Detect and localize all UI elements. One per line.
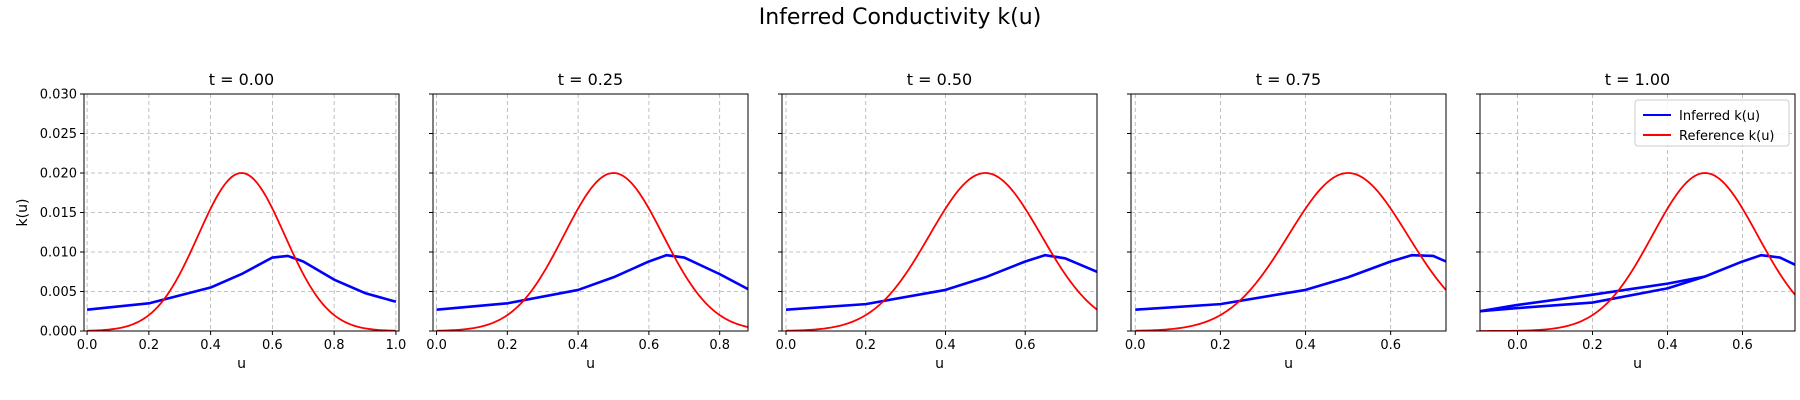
- x-tick-label: 0.6: [1732, 338, 1753, 353]
- x-tick-label: 0.6: [639, 338, 660, 353]
- legend: Inferred k(u) Reference k(u): [1634, 99, 1790, 147]
- figure-title: Inferred Conductivity k(u): [759, 5, 1042, 30]
- x-tick-label: 0.6: [1015, 338, 1036, 353]
- axes-frame: [781, 93, 1098, 332]
- x-tick-label: 0.0: [77, 338, 98, 353]
- panel-2: 0.0 0.2 0.4 0.6 t = 0.50 u: [776, 70, 1098, 372]
- y-tick-label: 0.000: [40, 325, 77, 340]
- x-tick-label: 0.4: [1295, 338, 1316, 353]
- inferred-series-line: [785, 253, 1097, 311]
- panel-0: 0.000 0.005 0.010 0.015 0.020 0.025 0.030 0.0 0.…: [15, 70, 406, 372]
- panel-4: 0.0 0.2 0.4 0.6 t = 1.00 u Inferred k(u) Refere…: [1476, 70, 1796, 372]
- x-axis-label: u: [1633, 356, 1642, 372]
- x-tick-label: 0.2: [1210, 338, 1231, 353]
- panel-title: t = 1.00: [1605, 70, 1670, 89]
- panel-title: t = 0.00: [209, 70, 274, 89]
- axes-frame: [83, 93, 400, 332]
- inferred-series-line: [1480, 275, 1706, 313]
- panel-title: t = 0.75: [1256, 70, 1321, 89]
- x-axis-label: u: [935, 356, 944, 372]
- x-tick-label: 1.0: [386, 338, 407, 353]
- legend-inferred-label: Inferred k(u): [1679, 109, 1760, 124]
- panel-1: 0.0 0.2 0.4 0.6 0.8 t = 0.25 u: [426, 70, 749, 372]
- y-tick-label: 0.015: [40, 206, 77, 221]
- x-tick-label: 0.8: [324, 338, 345, 353]
- inferred-series-line: [86, 254, 397, 311]
- x-tick-label: 0.2: [497, 338, 518, 353]
- x-tick-label: 0.2: [1582, 338, 1603, 353]
- x-axis-label: u: [237, 356, 246, 372]
- y-tick-label: 0.025: [40, 127, 77, 142]
- reference-series-line: [785, 172, 1097, 331]
- inferred-series-line: [436, 253, 748, 311]
- panel-3: 0.0 0.2 0.4 0.6 t = 0.75 u: [1125, 70, 1447, 372]
- x-tick-label: 0.4: [200, 338, 221, 353]
- x-tick-label: 0.0: [1507, 338, 1528, 353]
- plot-area: [1135, 172, 1446, 331]
- x-tick-label: 0.0: [426, 338, 447, 353]
- x-tick-label: 0.0: [1125, 338, 1146, 353]
- plot-area: [86, 172, 397, 331]
- y-tick-label: 0.010: [40, 246, 77, 261]
- reference-series-line: [87, 172, 396, 331]
- axes-frame: [1479, 93, 1796, 332]
- legend-box: [1634, 99, 1790, 147]
- inferred-series-line: [1135, 253, 1446, 311]
- legend-reference-label: Reference k(u): [1679, 129, 1775, 144]
- axes-frame: [1130, 93, 1447, 332]
- y-tick-label: 0.020: [40, 167, 77, 182]
- x-tick-label: 0.2: [855, 338, 876, 353]
- x-tick-label: 0.4: [935, 338, 956, 353]
- x-tick-label: 0.6: [262, 338, 283, 353]
- reference-series-line: [1480, 172, 1795, 331]
- x-tick-label: 0.2: [139, 338, 160, 353]
- axes-frame: [432, 93, 749, 332]
- x-tick-label: 0.8: [709, 338, 730, 353]
- y-tick-label: 0.030: [40, 88, 77, 103]
- plot-area: [436, 172, 748, 331]
- panel-title: t = 0.25: [558, 70, 623, 89]
- reference-series-line: [1135, 172, 1446, 331]
- plot-area: [785, 172, 1097, 331]
- y-axis-label: k(u): [15, 199, 31, 227]
- x-tick-label: 0.6: [1380, 338, 1401, 353]
- x-tick-label: 0.0: [776, 338, 797, 353]
- x-tick-label: 0.4: [568, 338, 589, 353]
- reference-series-line: [436, 172, 748, 331]
- x-axis-label: u: [586, 356, 595, 372]
- panel-title: t = 0.50: [907, 70, 972, 89]
- x-tick-label: 0.4: [1657, 338, 1678, 353]
- x-axis-label: u: [1284, 356, 1293, 372]
- y-tick-label: 0.005: [40, 285, 77, 300]
- plot-area: [1480, 172, 1795, 331]
